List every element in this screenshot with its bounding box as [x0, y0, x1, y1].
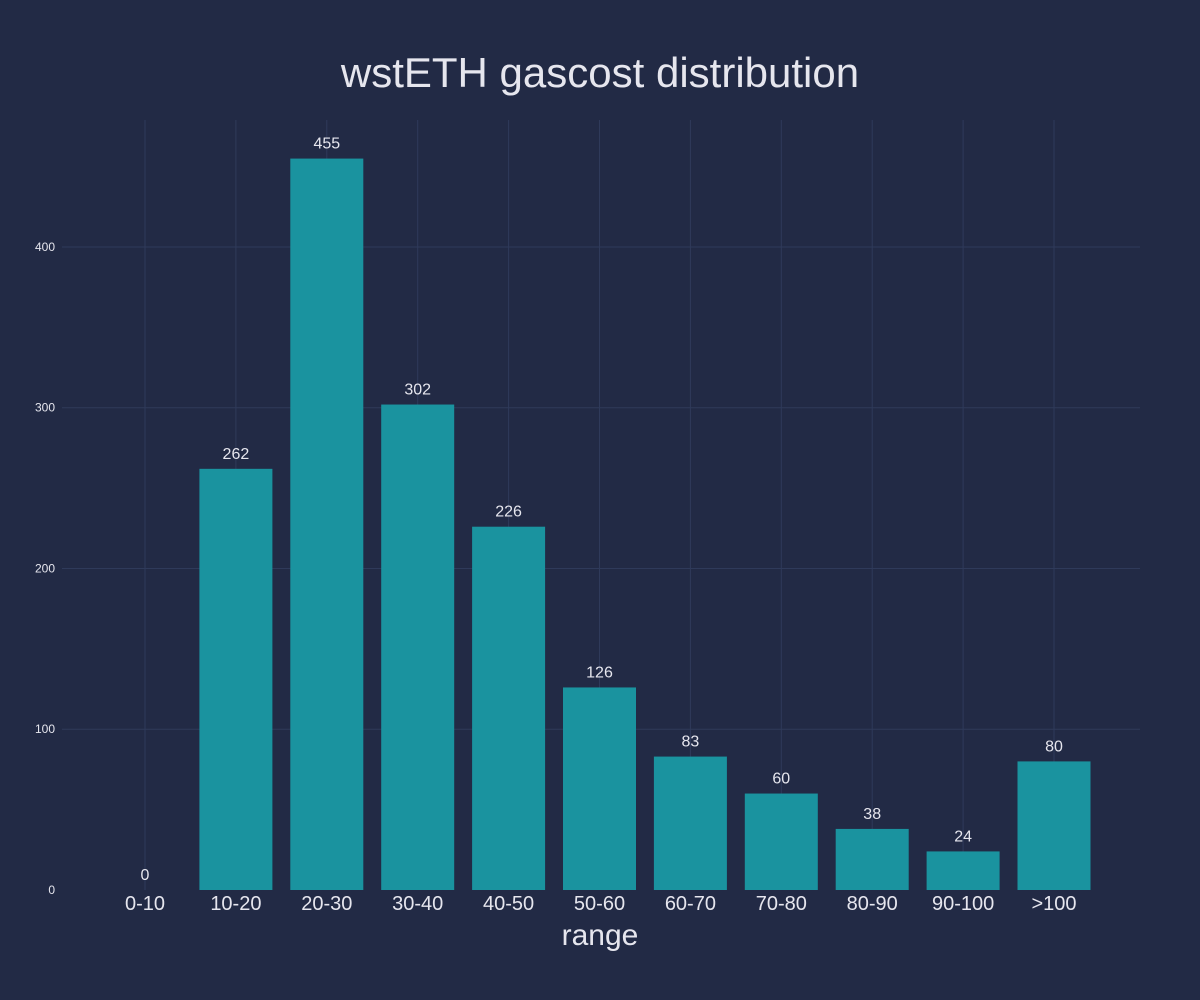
x-tick-label: 80-90 — [847, 893, 898, 915]
x-axis-label: range — [562, 919, 639, 952]
x-axis-ticks: 0-10 10-20 20-30 30-40 40-50 50-60 60-70 70-80 8… — [125, 893, 1077, 915]
x-tick-label: 60-70 — [665, 893, 716, 915]
x-tick-label: 30-40 — [392, 893, 443, 915]
bar — [472, 526, 546, 890]
bars — [199, 158, 1091, 890]
bar — [1017, 761, 1091, 890]
bar-value-label: 302 — [404, 382, 431, 399]
bar-value-label: 455 — [313, 136, 340, 153]
x-tick-label: 0-10 — [125, 893, 165, 915]
y-tick-label: 400 — [35, 240, 55, 254]
x-tick-label: 10-20 — [210, 893, 261, 915]
chart-title: wstETH gascost distribution — [340, 49, 859, 96]
x-tick-label: 90-100 — [932, 893, 994, 915]
x-tick-label: 40-50 — [483, 893, 534, 915]
x-tick-label: >100 — [1031, 893, 1076, 915]
bar — [653, 756, 727, 890]
y-tick-label: 300 — [35, 401, 55, 415]
bar-value-label: 0 — [141, 867, 150, 884]
y-tick-label: 0 — [48, 883, 55, 897]
bar-value-label: 262 — [223, 446, 250, 463]
x-tick-label: 50-60 — [574, 893, 625, 915]
bar-value-label: 226 — [495, 504, 522, 521]
bar — [926, 851, 1000, 890]
y-axis-ticks: 0 100 200 300 400 — [35, 240, 55, 897]
bar-value-label: 60 — [772, 771, 790, 788]
bar-labels: 0 262 455 302 226 126 83 60 38 24 80 — [141, 136, 1063, 884]
bar — [835, 828, 909, 890]
x-tick-label: 70-80 — [756, 893, 807, 915]
bar — [199, 468, 273, 890]
bar — [381, 404, 455, 890]
x-tick-label: 20-30 — [301, 893, 352, 915]
bar-value-label: 24 — [954, 828, 972, 845]
bar-value-label: 126 — [586, 664, 613, 681]
bar — [290, 158, 364, 890]
bar-value-label: 80 — [1045, 738, 1063, 755]
y-tick-label: 200 — [35, 561, 55, 575]
bar — [744, 793, 818, 890]
bar — [563, 687, 636, 890]
y-tick-label: 100 — [35, 722, 55, 736]
bar-value-label: 38 — [863, 806, 881, 823]
bar-value-label: 83 — [682, 734, 700, 751]
